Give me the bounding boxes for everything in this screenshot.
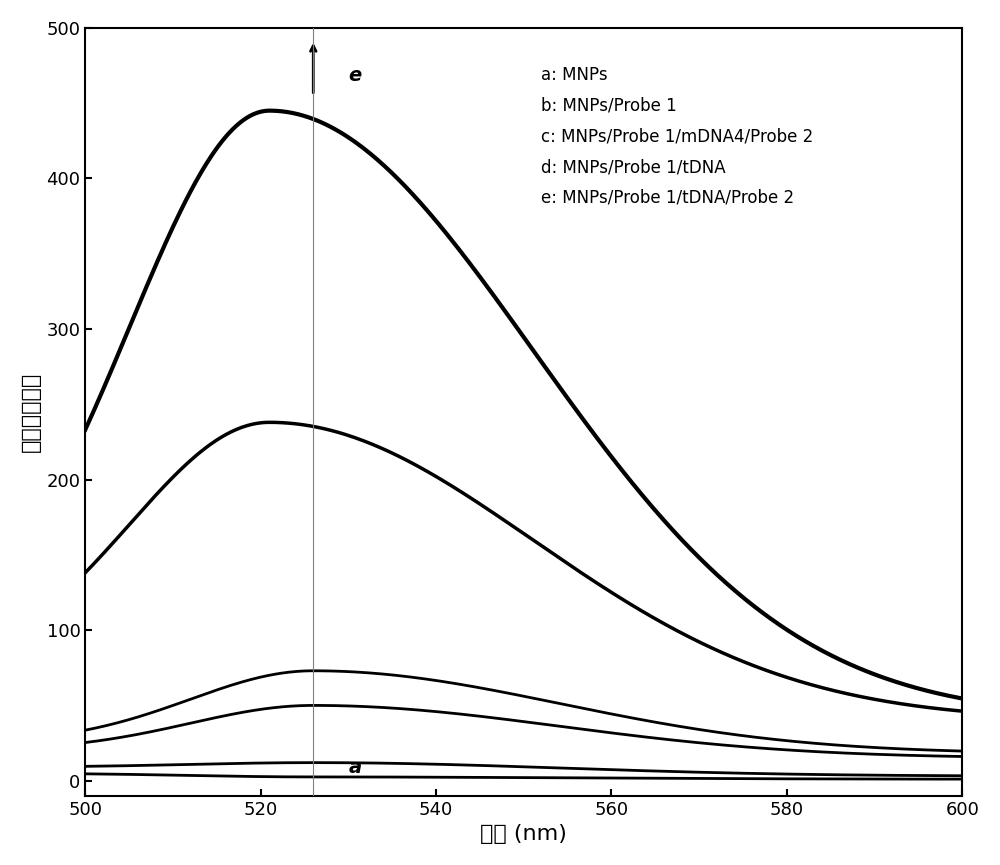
Text: e: e (348, 66, 362, 85)
Text: a: a (348, 758, 361, 777)
X-axis label: 波长 (nm): 波长 (nm) (480, 824, 567, 844)
Y-axis label: 相对荧光强度: 相对荧光强度 (21, 372, 41, 452)
Text: a: MNPs
b: MNPs/Probe 1
c: MNPs/Probe 1/mDNA4/Probe 2
d: MNPs/Probe 1/tDNA
e: MN: a: MNPs b: MNPs/Probe 1 c: MNPs/Probe 1/… (541, 67, 814, 207)
